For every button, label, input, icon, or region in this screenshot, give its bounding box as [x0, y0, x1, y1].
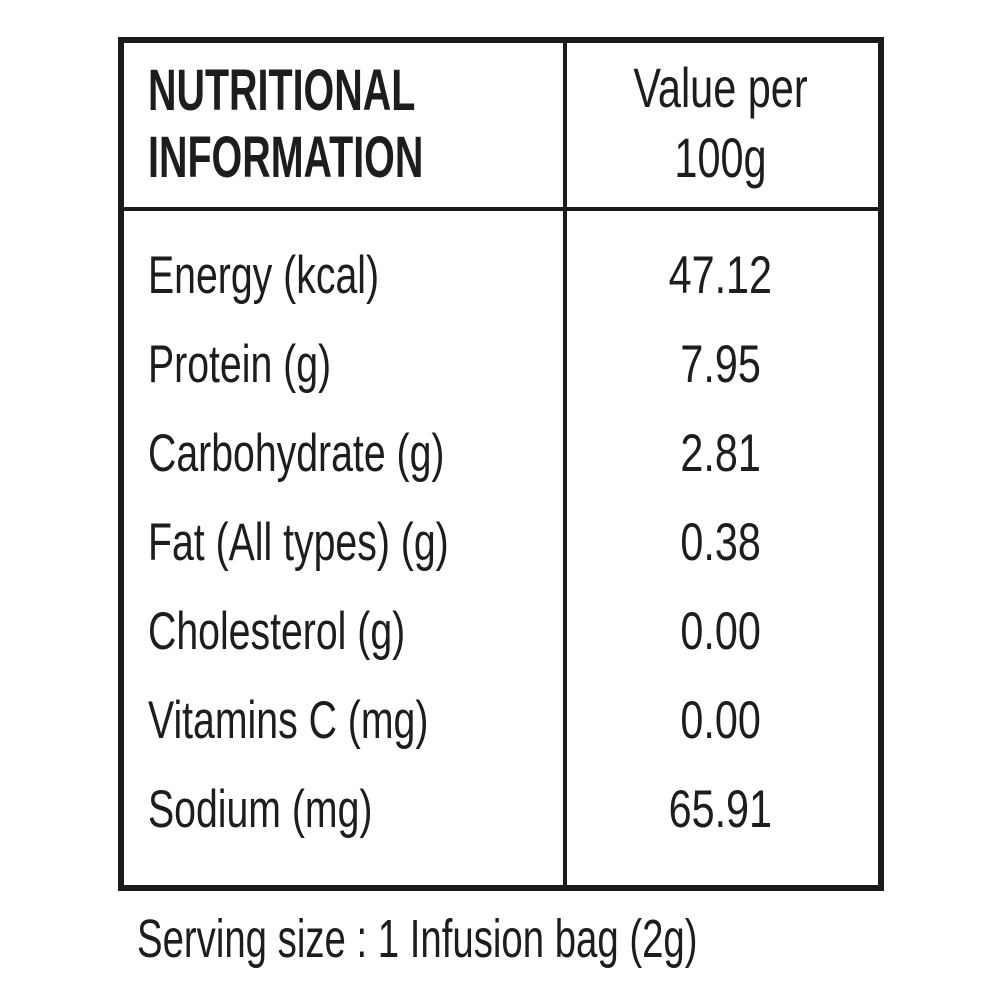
- nutrient-value-cell: 0.38: [563, 512, 878, 573]
- nutrient-label: Cholesterol (g): [148, 602, 406, 661]
- header-separator-line: [124, 207, 878, 211]
- table-header-value-per: Value per 100g: [563, 43, 878, 207]
- nutrient-label: Protein (g): [148, 335, 332, 394]
- nutrient-value-cell: 0.00: [563, 690, 878, 751]
- nutrient-value: 47.12: [668, 246, 773, 305]
- table-header-row: NUTRITIONAL INFORMATION Value per 100g: [124, 43, 878, 207]
- nutrient-label: Carbohydrate (g): [148, 424, 445, 483]
- table-row: Fat (All types) (g) 0.38: [124, 498, 878, 587]
- nutrient-label-cell: Cholesterol (g): [124, 601, 563, 662]
- table-body: Energy (kcal) 47.12 Protein (g) 7.95 Carbohy…: [124, 211, 878, 885]
- nutrient-label: Fat (All types) (g): [148, 513, 449, 572]
- nutrient-label: Energy (kcal): [148, 246, 380, 305]
- column-divider-line: [563, 43, 567, 885]
- table-row: Sodium (mg) 65.91: [124, 765, 878, 854]
- nutrient-label-cell: Vitamins C (mg): [124, 690, 563, 751]
- header-value-per-line2: 100g: [674, 126, 767, 189]
- nutrient-value-cell: 7.95: [563, 334, 878, 395]
- nutrient-label-cell: Sodium (mg): [124, 779, 563, 840]
- nutrient-value: 0.00: [680, 691, 761, 750]
- table-row: Cholesterol (g) 0.00: [124, 587, 878, 676]
- header-nutritional-line2: INFORMATION: [148, 125, 424, 190]
- serving-size-text: Serving size : 1 Infusion bag (2g): [137, 909, 698, 969]
- nutrient-value: 65.91: [668, 780, 773, 839]
- table-header-nutrition: NUTRITIONAL INFORMATION: [124, 43, 563, 207]
- nutrient-value-cell: 0.00: [563, 601, 878, 662]
- header-value-per-line1: Value per: [633, 56, 808, 119]
- nutrient-label: Vitamins C (mg): [148, 691, 429, 750]
- nutrient-value: 2.81: [680, 424, 761, 483]
- table-row: Energy (kcal) 47.12: [124, 231, 878, 320]
- serving-size-note: Serving size : 1 Infusion bag (2g): [137, 908, 926, 970]
- table-row: Carbohydrate (g) 2.81: [124, 409, 878, 498]
- nutrient-label-cell: Protein (g): [124, 334, 563, 395]
- table-row: Protein (g) 7.95: [124, 320, 878, 409]
- nutrient-value: 0.38: [680, 513, 761, 572]
- nutrient-label-cell: Fat (All types) (g): [124, 512, 563, 573]
- nutrient-label: Sodium (mg): [148, 780, 373, 839]
- nutrient-value-cell: 2.81: [563, 423, 878, 484]
- nutrient-label-cell: Energy (kcal): [124, 245, 563, 306]
- nutrition-table: NUTRITIONAL INFORMATION Value per 100g E…: [118, 37, 884, 891]
- nutrient-value-cell: 65.91: [563, 779, 878, 840]
- header-nutritional-line1: NUTRITIONAL: [148, 58, 416, 123]
- nutrient-value-cell: 47.12: [563, 245, 878, 306]
- table-row: Vitamins C (mg) 0.00: [124, 676, 878, 765]
- nutrient-value: 7.95: [680, 335, 761, 394]
- nutrient-value: 0.00: [680, 602, 761, 661]
- nutrient-label-cell: Carbohydrate (g): [124, 423, 563, 484]
